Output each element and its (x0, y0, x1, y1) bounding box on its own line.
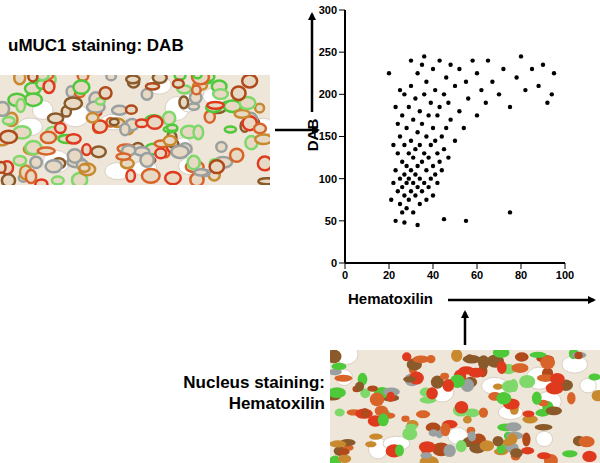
svg-text:40: 40 (427, 269, 439, 281)
svg-text:60: 60 (471, 269, 483, 281)
html-text:DAB: DAB (303, 118, 321, 152)
html-text:uMUC1 staining: DAB: uMUC1 staining: DAB (8, 36, 184, 55)
svg-text:100: 100 (319, 173, 337, 185)
svg-text:250: 250 (319, 46, 337, 58)
svg-text:300: 300 (319, 4, 337, 16)
html-text:Nucleus staining: Hematoxilin: Nucleus staining: Hematoxilin (183, 373, 325, 413)
svg-text:200: 200 (319, 88, 337, 100)
svg-text:80: 80 (515, 269, 527, 281)
svg-text:0: 0 (331, 257, 337, 269)
svg-text:50: 50 (325, 215, 337, 227)
svg-text:100: 100 (556, 269, 574, 281)
svg-text:150: 150 (319, 130, 337, 142)
svg-text:0: 0 (342, 269, 348, 281)
svg-text:20: 20 (383, 269, 395, 281)
html-text:Hematoxilin: Hematoxilin (348, 290, 433, 307)
